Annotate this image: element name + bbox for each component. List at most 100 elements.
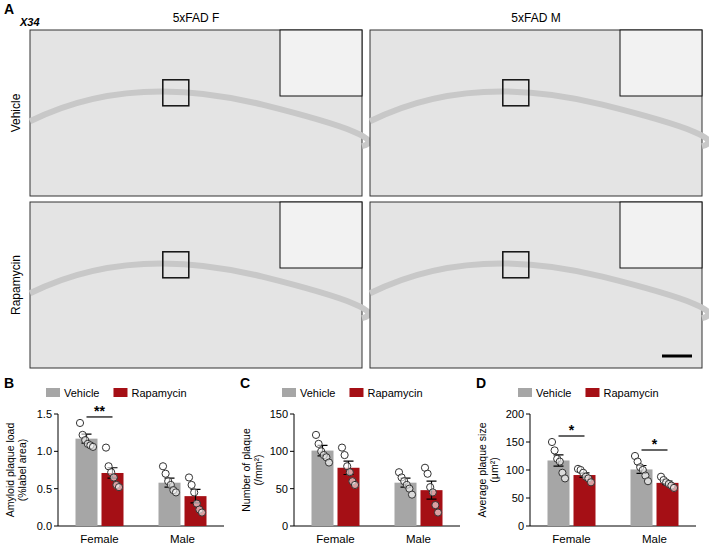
y-tick-label: 100 bbox=[270, 445, 288, 457]
legend-swatch bbox=[113, 388, 127, 397]
y-tick bbox=[526, 470, 530, 471]
stain-label: X34 bbox=[19, 16, 40, 28]
y-tick bbox=[54, 488, 58, 489]
y-axis-title: Number of plaque(/mm²) bbox=[240, 428, 264, 512]
legend-label: Rapamycin bbox=[131, 387, 186, 399]
legend-swatch bbox=[585, 388, 599, 397]
tissue-layer bbox=[370, 91, 709, 146]
y-tick bbox=[290, 414, 294, 415]
y-axis-title: Amyloid plaque load(%label area) bbox=[4, 423, 28, 518]
panel-letter: B bbox=[4, 375, 14, 391]
inset-box bbox=[503, 252, 529, 278]
data-point bbox=[670, 484, 677, 491]
data-point bbox=[548, 438, 555, 445]
x-tick-label: Male bbox=[406, 533, 431, 545]
error-bar bbox=[427, 481, 437, 499]
bar bbox=[102, 473, 124, 526]
y-tick bbox=[526, 414, 530, 415]
y-tick bbox=[290, 526, 294, 527]
data-point bbox=[89, 443, 96, 450]
y-tick bbox=[526, 442, 530, 443]
bar bbox=[657, 483, 679, 526]
y-axis-title: Average plaque size(μm²) bbox=[476, 422, 500, 517]
inset-box bbox=[503, 80, 529, 106]
micrograph bbox=[370, 30, 702, 196]
data-point bbox=[551, 447, 558, 454]
panel-letter: D bbox=[476, 375, 486, 391]
y-tick bbox=[54, 451, 58, 452]
bar bbox=[185, 496, 207, 526]
tissue-layer bbox=[30, 91, 369, 146]
column-title: 5xFAD M bbox=[511, 11, 560, 25]
data-point bbox=[159, 463, 166, 470]
y-axis-title-line: (%label area) bbox=[16, 439, 28, 501]
chart-panel: CVehicleRapamycin050100150Number of plaq… bbox=[240, 375, 460, 545]
data-point bbox=[315, 440, 322, 447]
tissue-layer bbox=[30, 263, 369, 318]
panel-letter: C bbox=[240, 375, 250, 391]
y-tick bbox=[290, 488, 294, 489]
x-tick-label: Male bbox=[642, 533, 667, 545]
y-tick bbox=[54, 414, 58, 415]
data-point bbox=[191, 489, 198, 496]
bar bbox=[631, 469, 653, 526]
y-tick-label: 50 bbox=[276, 483, 288, 495]
data-point bbox=[424, 470, 431, 477]
y-tick-label: 1.5 bbox=[37, 408, 52, 420]
data-point bbox=[408, 491, 415, 498]
data-point bbox=[434, 509, 441, 516]
x-tick-label: Male bbox=[170, 533, 195, 545]
bar bbox=[338, 468, 360, 526]
data-point bbox=[312, 431, 319, 438]
data-point bbox=[644, 478, 651, 485]
data-point bbox=[188, 481, 195, 488]
row-title: Vehicle bbox=[9, 93, 23, 132]
y-tick-label: 0 bbox=[282, 520, 288, 532]
data-point bbox=[76, 419, 83, 426]
data-point bbox=[556, 458, 563, 465]
bar bbox=[548, 460, 570, 526]
data-point bbox=[561, 475, 568, 482]
bar bbox=[574, 475, 596, 526]
data-point bbox=[185, 474, 192, 481]
bar bbox=[395, 483, 417, 526]
y-axis bbox=[58, 414, 59, 526]
legend-swatch bbox=[349, 388, 363, 397]
inset bbox=[280, 202, 362, 268]
y-tick-label: 150 bbox=[506, 436, 524, 448]
column-title: 5xFAD F bbox=[173, 11, 220, 25]
y-tick bbox=[290, 451, 294, 452]
legend-swatch bbox=[282, 388, 296, 397]
y-axis-title-line: Number of plaque bbox=[240, 428, 252, 512]
y-axis-title-line: Average plaque size bbox=[476, 422, 488, 517]
data-point bbox=[338, 444, 345, 451]
x-tick-label: Female bbox=[80, 533, 118, 545]
legend-label: Vehicle bbox=[536, 387, 571, 399]
y-tick-label: 150 bbox=[270, 408, 288, 420]
y-axis-title-line: (μm²) bbox=[488, 457, 500, 482]
y-axis-title-line: Amyloid plaque load bbox=[4, 423, 16, 518]
legend-label: Vehicle bbox=[64, 387, 99, 399]
data-point bbox=[172, 489, 179, 496]
chart-panel: DVehicleRapamycin050100150200Average pla… bbox=[476, 375, 696, 545]
figure: A X34 5xFAD F 5xFAD M Vehicle Rapamycin B Vehic… bbox=[0, 0, 709, 556]
panel-letter: A bbox=[4, 1, 14, 17]
y-tick-label: 200 bbox=[506, 408, 524, 420]
y-tick bbox=[526, 498, 530, 499]
data-point bbox=[341, 451, 348, 458]
error-bar bbox=[554, 455, 564, 466]
data-point bbox=[115, 484, 122, 491]
chart-panel: BVehicleRapamycin0.00.51.01.5Amyloid pla… bbox=[4, 375, 224, 545]
inset bbox=[280, 30, 362, 96]
bar bbox=[312, 451, 334, 526]
legend-label: Rapamycin bbox=[367, 387, 422, 399]
x-tick-label: Female bbox=[552, 533, 590, 545]
significance-label: * bbox=[652, 436, 658, 452]
marks bbox=[548, 438, 679, 526]
scale-bar bbox=[662, 355, 692, 358]
significance-label: ** bbox=[94, 403, 105, 419]
y-axis-title-line: (/mm²) bbox=[252, 455, 264, 486]
micrograph bbox=[30, 30, 362, 196]
marks bbox=[312, 431, 443, 526]
inset bbox=[620, 202, 702, 268]
